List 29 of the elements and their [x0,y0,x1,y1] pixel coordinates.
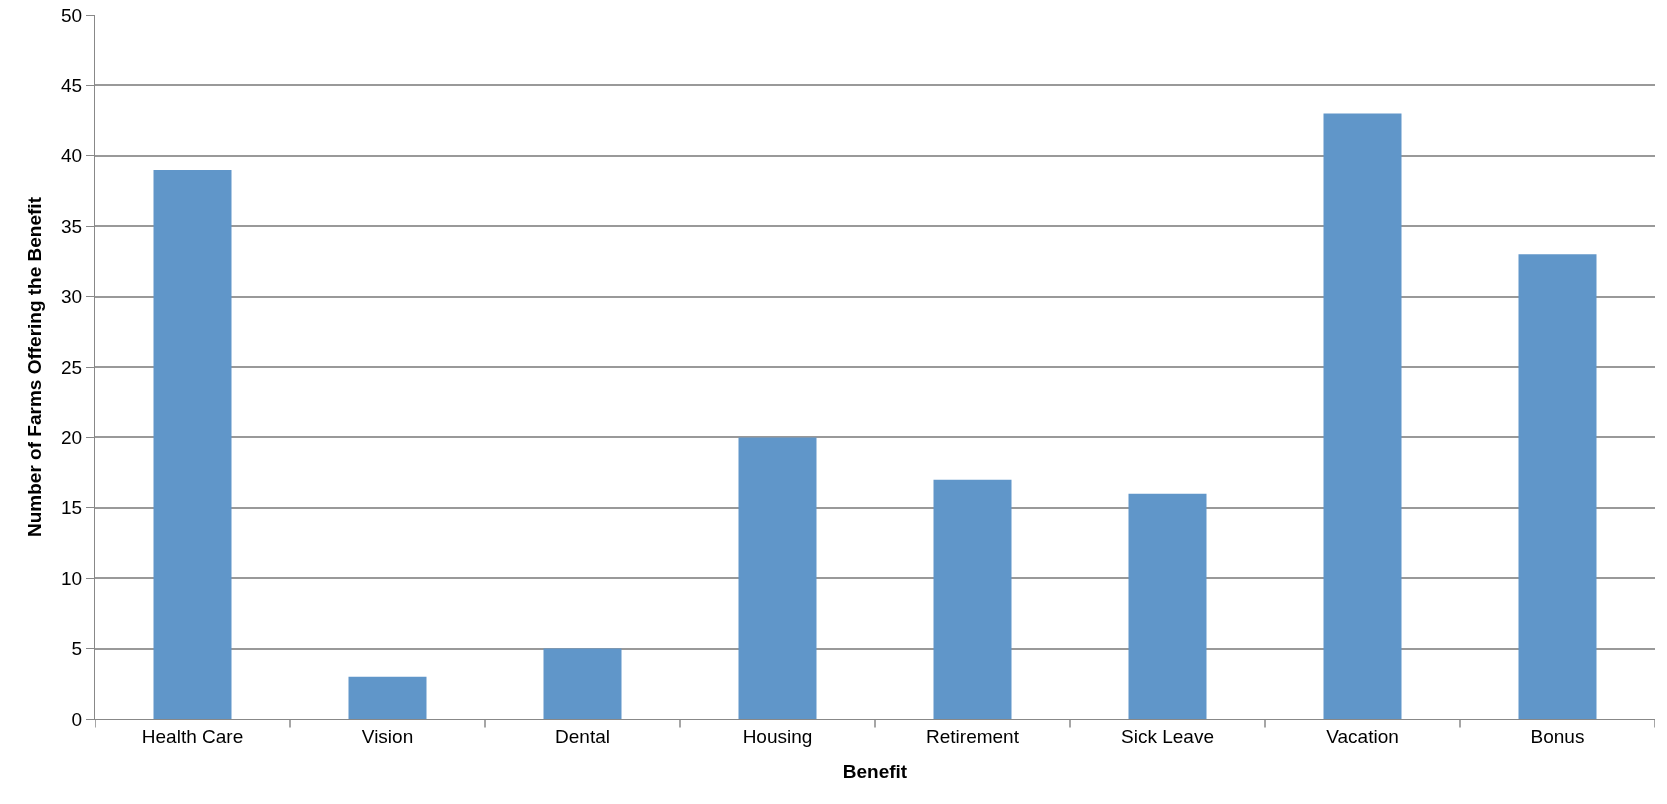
y-tick-label: 25 [61,356,83,378]
x-tick-label: Sick Leave [1121,725,1214,747]
bar [933,479,1012,719]
bar [153,169,232,719]
y-axis-title: Number of Farms Offering the Benefit [23,196,45,537]
y-tick-label: 45 [61,75,83,97]
y-tick-label: 50 [61,4,83,26]
y-tick-label: 30 [61,286,83,308]
x-tick-label: Vacation [1326,725,1399,747]
x-tick-label: Housing [742,725,813,747]
bar [1518,254,1597,719]
x-tick-label: Dental [555,725,610,747]
bar [1128,493,1207,719]
x-tick-label: Health Care [141,725,244,747]
bar [738,437,817,719]
x-tick-label: Bonus [1530,725,1585,747]
x-tick-label: Vision [361,725,414,747]
y-tick-label: 0 [71,708,83,730]
bar [543,648,622,719]
y-tick-label: 5 [71,638,83,660]
y-tick-label: 40 [61,145,83,167]
x-axis-title: Benefit [842,760,908,782]
y-tick-label: 10 [61,567,83,589]
bar [348,676,427,719]
y-tick-label: 35 [61,215,83,237]
y-tick-label: 15 [61,497,83,519]
x-tick-label: Retirement [926,725,1020,747]
bar [1323,113,1402,719]
y-tick-label: 20 [61,427,83,449]
